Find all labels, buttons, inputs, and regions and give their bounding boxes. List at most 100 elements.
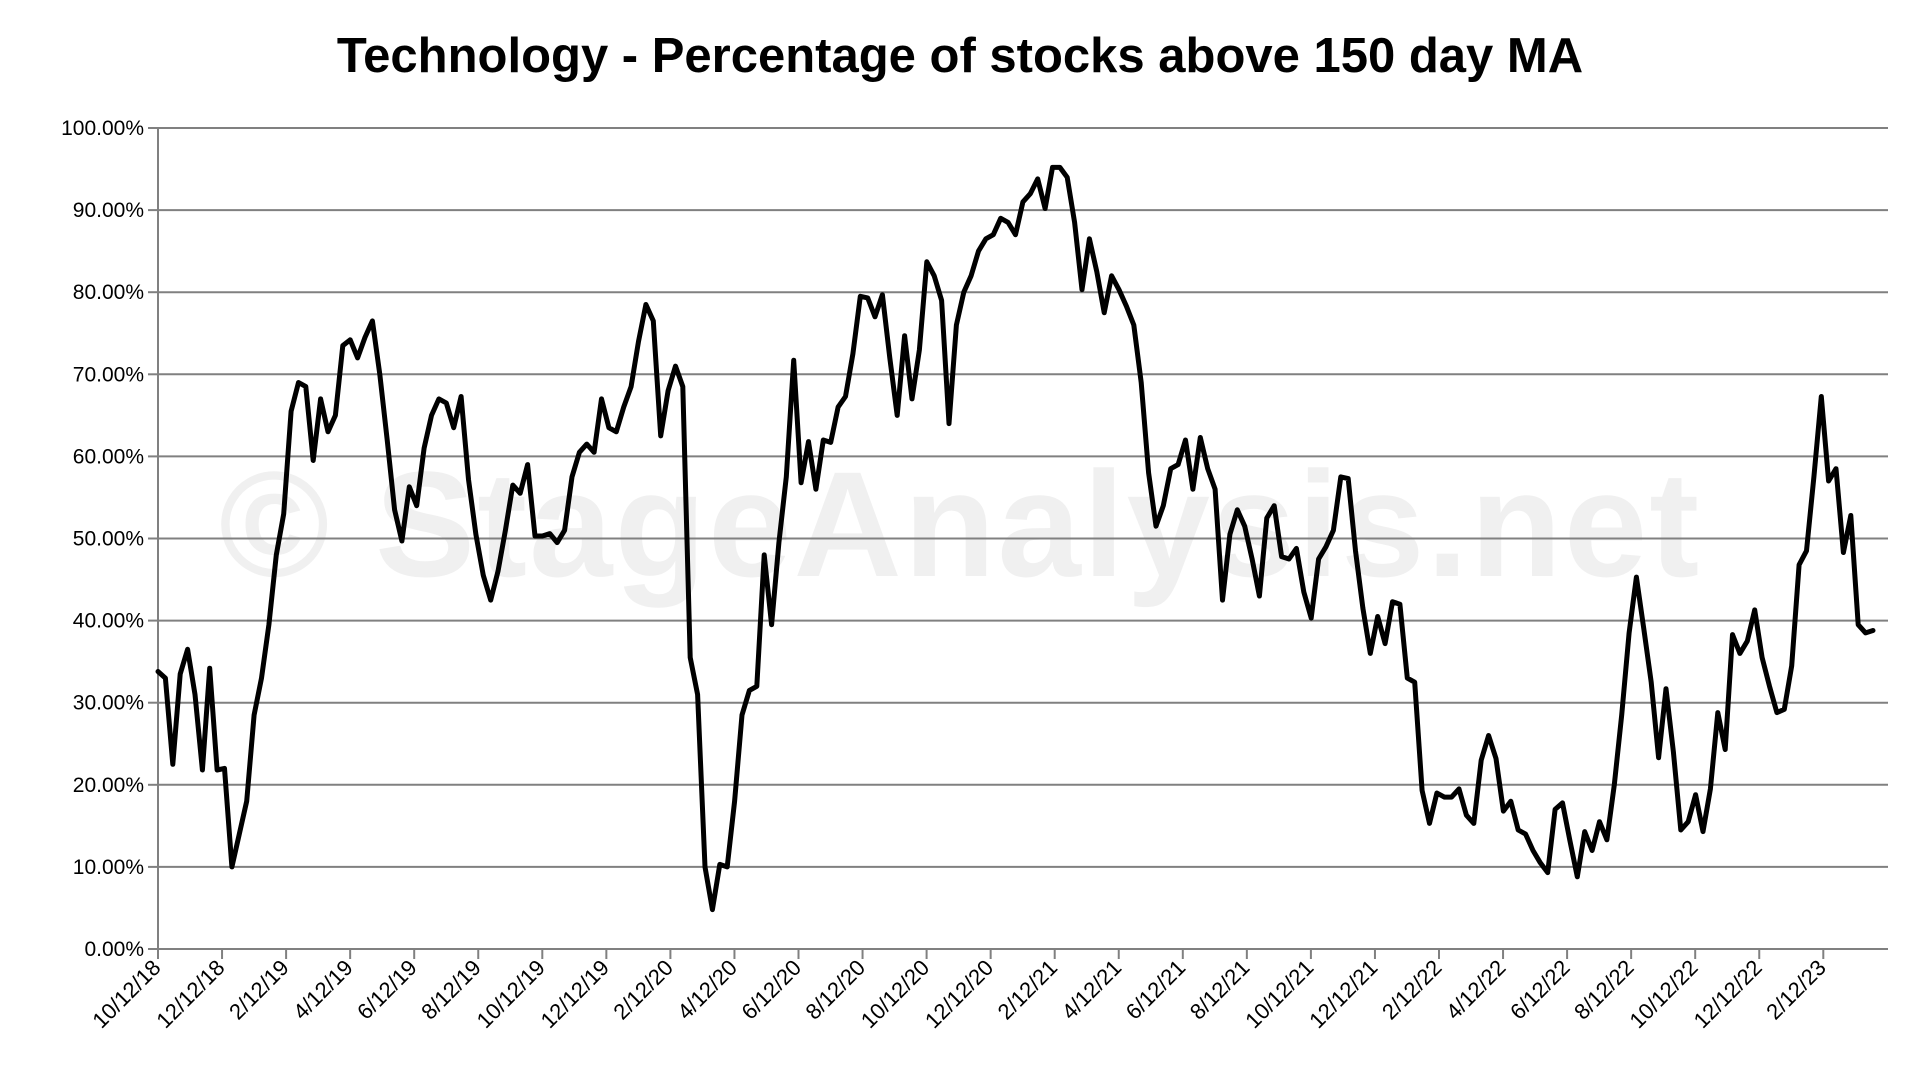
data-point [645, 303, 647, 306]
x-tick-label: 10/12/21 [1240, 955, 1318, 1033]
data-point [948, 423, 950, 425]
data-point [1532, 849, 1534, 852]
y-tick-label: 70.00% [73, 363, 144, 386]
y-tick-label: 30.00% [73, 692, 144, 715]
data-point [1184, 439, 1187, 441]
data-point [1768, 685, 1771, 687]
data-point [172, 763, 174, 765]
x-tick-label: 4/12/20 [672, 955, 742, 1025]
x-tick-label: 10/12/18 [87, 955, 165, 1033]
y-axis-tick-labels: 0.00% 10.00% 20.00% 30.00% 40.00% 50.00% 60.00… [61, 117, 144, 961]
data-point [1236, 509, 1238, 511]
data-point [556, 542, 558, 544]
data-point [763, 554, 765, 556]
data-point [1251, 558, 1253, 560]
data-point [327, 431, 329, 433]
data-point [512, 484, 514, 486]
data-point [1399, 603, 1401, 605]
data-point [1783, 708, 1785, 710]
data-point [1635, 576, 1637, 578]
data-point [430, 414, 433, 416]
data-point [320, 398, 322, 400]
data-point [1805, 550, 1808, 552]
data-point [1281, 556, 1283, 558]
data-point [1000, 217, 1002, 219]
data-point [822, 439, 824, 441]
data-point [1569, 840, 1571, 842]
data-point [1731, 634, 1734, 636]
data-point [534, 535, 536, 537]
data-point [586, 443, 588, 445]
data-point [1820, 395, 1822, 398]
y-tick-label: 20.00% [73, 774, 144, 797]
x-tick-label: 12/12/20 [920, 955, 998, 1033]
data-point [1029, 193, 1031, 195]
data-point [830, 441, 832, 443]
data-point [364, 336, 366, 338]
data-point [482, 574, 484, 577]
data-point [216, 769, 218, 771]
data-point [741, 714, 743, 716]
data-point [785, 476, 787, 478]
data-point [1310, 617, 1312, 619]
data-point [541, 535, 544, 537]
data-point [1724, 748, 1726, 751]
data-point [734, 800, 736, 802]
chart-title: Technology - Percentage of stocks above … [336, 29, 1584, 83]
data-point [290, 410, 292, 412]
data-point [1872, 629, 1874, 632]
data-point [1384, 643, 1386, 645]
data-point [689, 656, 691, 659]
data-point [1273, 505, 1275, 507]
data-point [977, 250, 980, 252]
data-point [852, 353, 854, 355]
data-point [1561, 802, 1564, 804]
data-point [1199, 436, 1201, 439]
data-point [1377, 615, 1379, 618]
data-point [209, 667, 211, 669]
data-point [1221, 599, 1224, 601]
data-point [904, 335, 906, 337]
data-point [1687, 821, 1689, 823]
data-point [1118, 289, 1120, 291]
gridlines [158, 127, 1888, 868]
data-point [1754, 609, 1756, 611]
y-tick-label: 80.00% [73, 281, 144, 304]
data-point [630, 386, 632, 388]
data-point [394, 509, 396, 511]
data-point [1495, 757, 1497, 760]
data-point [593, 451, 595, 453]
data-point [438, 398, 440, 400]
data-point [379, 373, 381, 375]
data-point [1081, 289, 1083, 291]
data-point [800, 482, 802, 484]
data-point [615, 431, 617, 433]
data-point [1088, 238, 1090, 240]
data-point [682, 386, 684, 388]
data-point [1850, 514, 1852, 517]
x-tick-label: 2/12/20 [608, 955, 678, 1025]
data-point [238, 833, 240, 835]
data-point [527, 464, 529, 466]
data-point [667, 390, 669, 392]
data-point [1229, 533, 1231, 536]
data-point [1584, 831, 1586, 833]
data-point [941, 299, 943, 301]
data-point [1813, 476, 1815, 478]
data-point [1576, 876, 1578, 878]
data-point [719, 863, 721, 866]
data-point [1022, 201, 1024, 203]
data-point [497, 570, 499, 572]
data-point [1369, 652, 1371, 655]
data-point [1288, 558, 1290, 560]
data-point [726, 866, 728, 868]
data-point [600, 398, 603, 400]
data-point [334, 414, 336, 416]
data-point [519, 492, 521, 494]
x-tick-label: 12/12/21 [1304, 955, 1382, 1033]
data-point [1480, 759, 1482, 761]
data-point [1133, 324, 1135, 326]
data-point [1776, 712, 1778, 714]
data-point [564, 529, 566, 531]
y-tick-label: 40.00% [73, 610, 144, 633]
